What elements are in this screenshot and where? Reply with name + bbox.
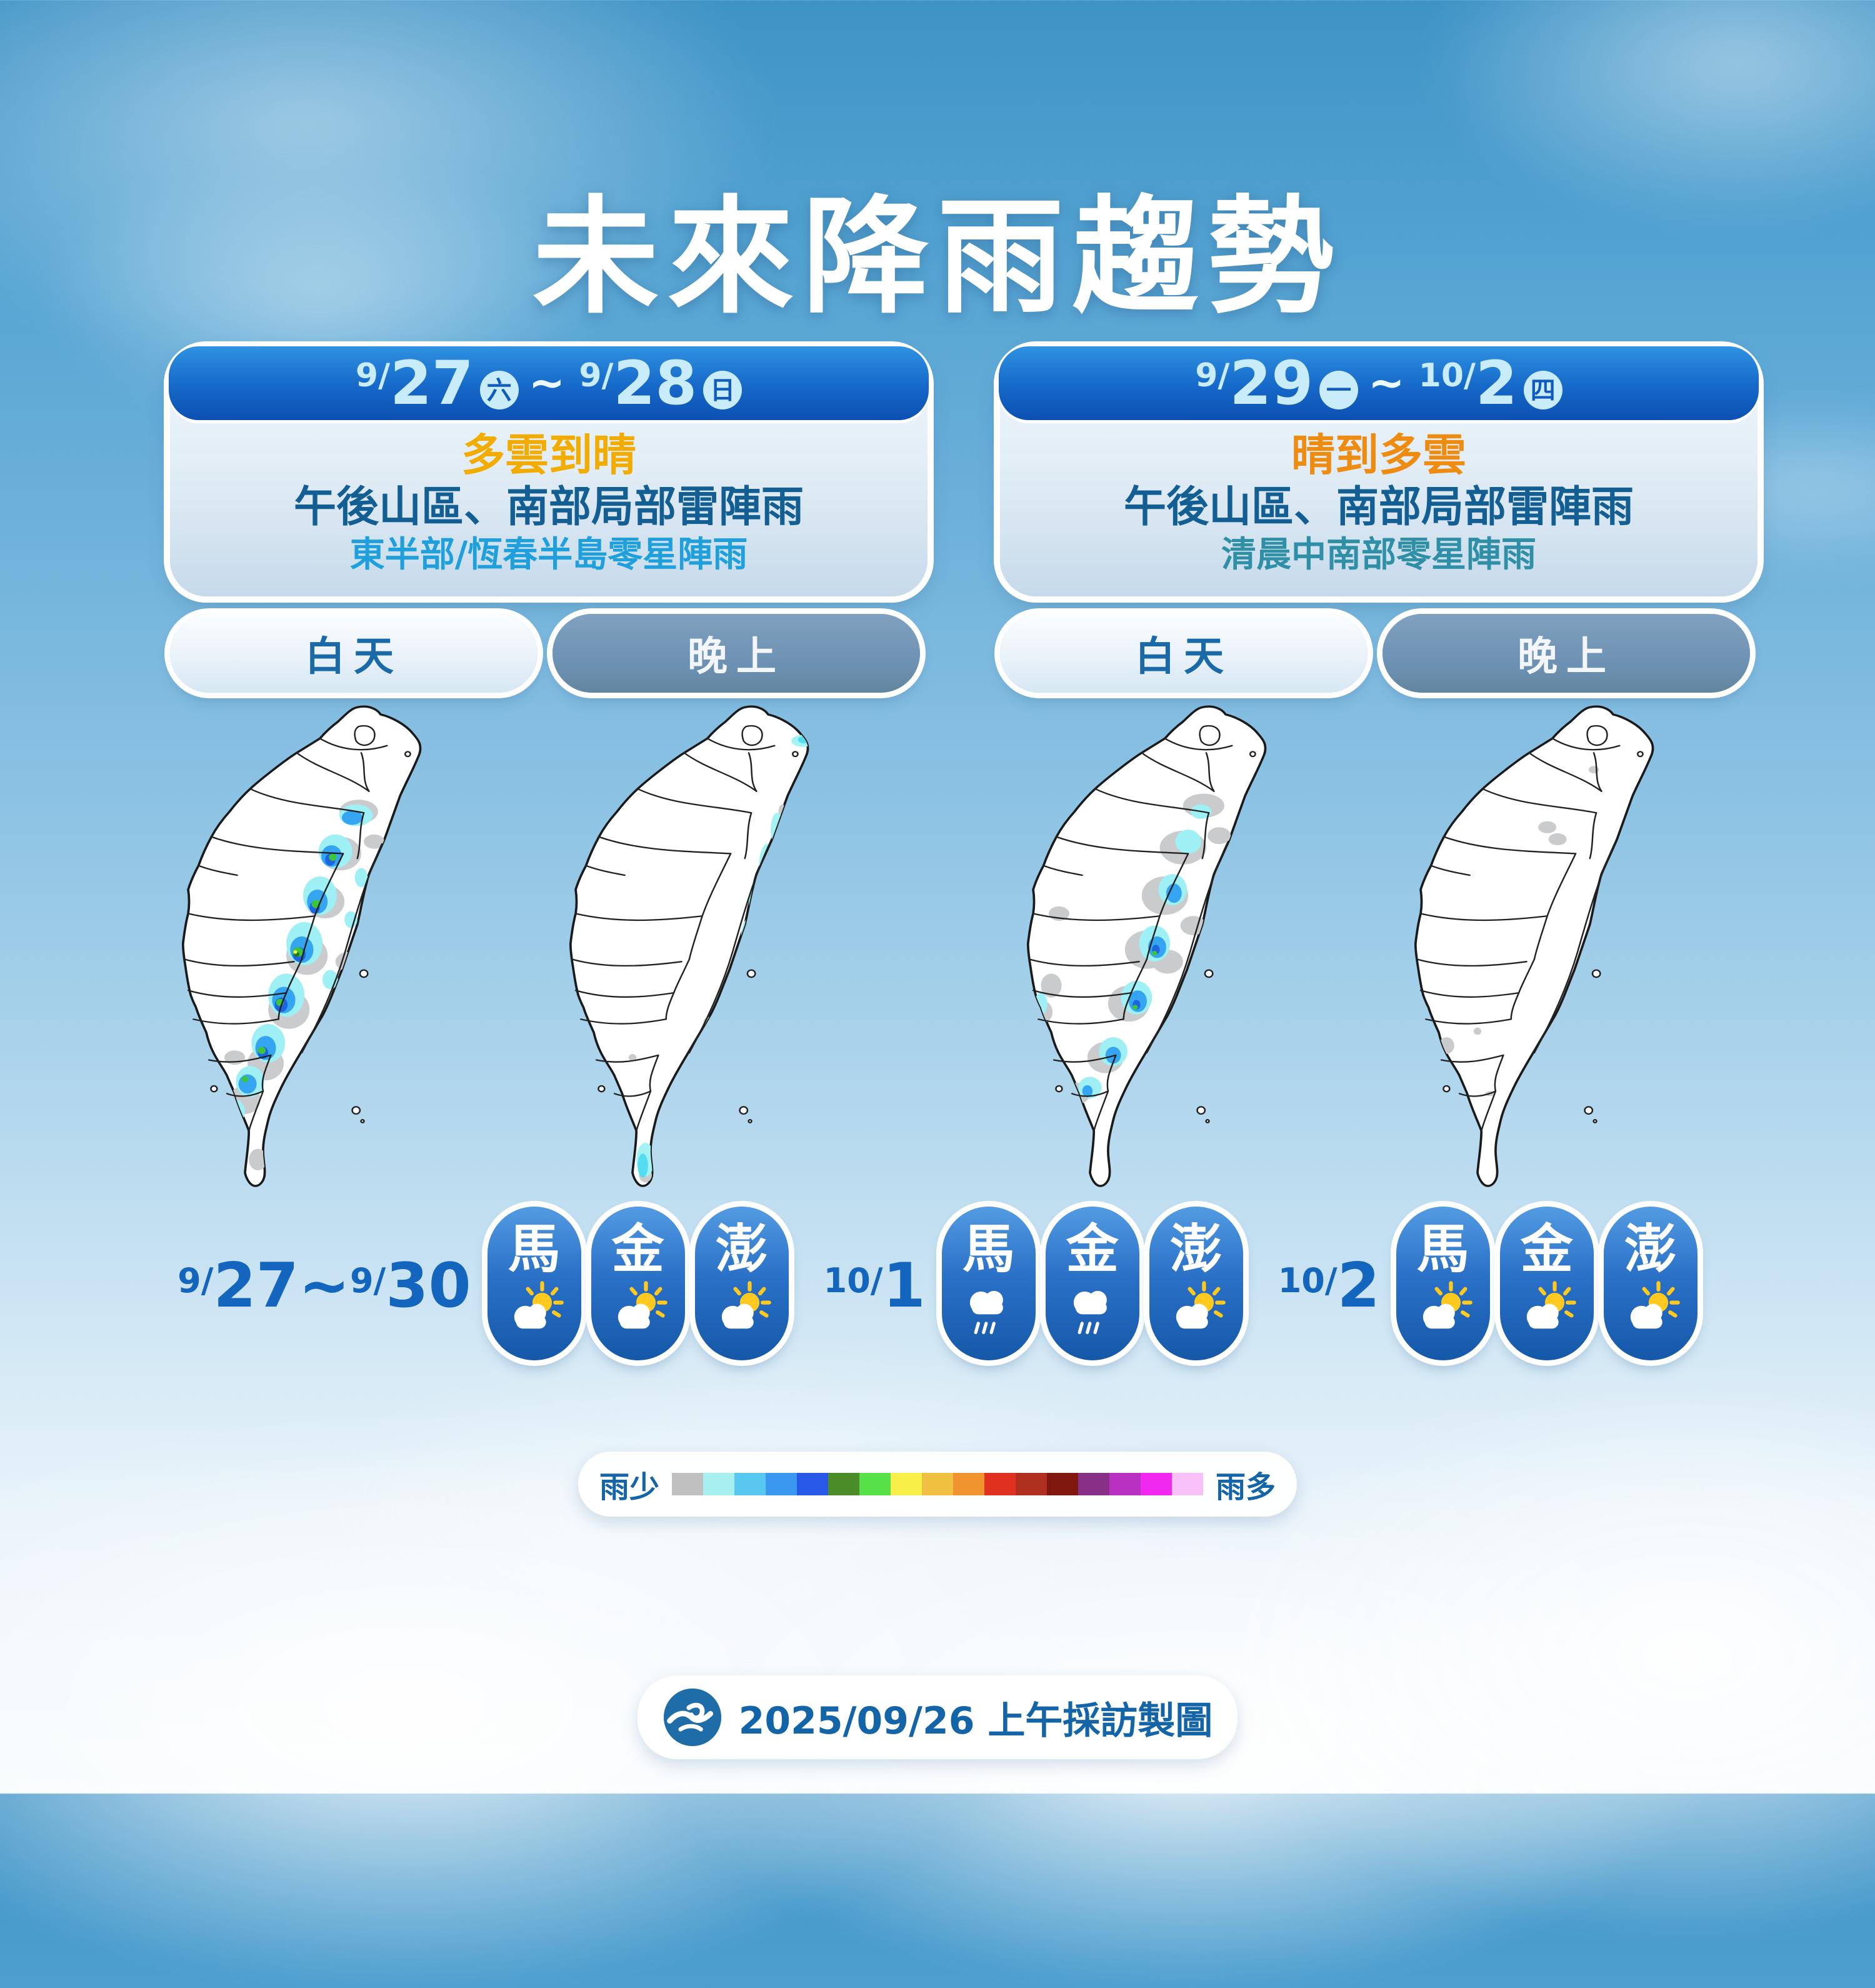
legend-more-label: 雨多 [1216, 1470, 1276, 1505]
islands-date-range-2: 10/1 [823, 1250, 926, 1322]
island-pill-matsu: 馬 [1396, 1207, 1490, 1360]
partly-cloudy-icon [1526, 1281, 1576, 1329]
map-taiwan-weekend-night [569, 705, 809, 1187]
partly-cloudy-icon [1176, 1281, 1226, 1329]
legend-color-bar [672, 1473, 1203, 1495]
island-pill-kinmen: 金 [1045, 1207, 1139, 1360]
island-pill-matsu: 馬 [941, 1207, 1036, 1360]
island-pill-penghu: 澎 [1603, 1207, 1698, 1360]
weather-note: 清晨中南部零星陣雨 [1221, 535, 1536, 576]
island-pill-penghu: 澎 [694, 1207, 789, 1360]
islands-date-range-1: 9/27~ 9/30 [178, 1250, 471, 1322]
weather-note: 東半部/恆春半島零星陣雨 [349, 535, 748, 576]
island-name: 金 [1066, 1218, 1119, 1280]
tab-night-left[interactable]: 晚上 [552, 614, 920, 693]
date-range-text: 9/29 一 ~10/2 四 [1195, 353, 1562, 413]
tab-daytime-right[interactable]: 白天 [1000, 614, 1368, 693]
forecast-panel-weekdays: 9/29 一 ~10/2 四 晴到多雲 午後山區、南部局部雷陣雨 清晨中南部零星陣雨 [999, 346, 1759, 596]
forecast-text-block: 多雲到晴 午後山區、南部局部雷陣雨 東半部/恆春半島零星陣雨 [170, 420, 928, 577]
island-name: 澎 [715, 1218, 768, 1280]
islands-group-2: 馬 金 澎 [941, 1207, 1243, 1360]
partly-cloudy-icon [1422, 1281, 1472, 1329]
partly-cloudy-icon [721, 1281, 771, 1329]
map-taiwan-weekdays-night [1414, 705, 1654, 1187]
islands-group-3: 馬 金 澎 [1396, 1207, 1698, 1360]
tab-daytime-left[interactable]: 白天 [170, 614, 538, 693]
island-name: 澎 [1624, 1218, 1677, 1280]
footer-credit: 2025/09/26 上午採訪製圖 [638, 1675, 1238, 1759]
tab-night-right[interactable]: 晚上 [1382, 614, 1750, 693]
weather-summary: 多雲到晴 [461, 429, 636, 481]
island-pill-penghu: 澎 [1149, 1207, 1243, 1360]
cloud-bank-right [1219, 1375, 1875, 1938]
rainfall-legend: 雨少 雨多 [578, 1452, 1297, 1517]
islands-date-range-3: 10/2 [1278, 1250, 1380, 1322]
island-pill-matsu: 馬 [487, 1207, 581, 1360]
island-name: 馬 [962, 1218, 1015, 1280]
date-range-header: 9/29 一 ~10/2 四 [999, 346, 1759, 420]
partly-cloudy-icon [1630, 1281, 1680, 1329]
forecast-panel-weekend: 9/27 六 ~9/28 日 多雲到晴 午後山區、南部局部雷陣雨 東半部/恆春半島零星… [169, 346, 929, 596]
map-taiwan-weekend-daytime [181, 705, 422, 1187]
island-name: 金 [611, 1218, 664, 1280]
date-range-header: 9/27 六 ~9/28 日 [169, 346, 929, 420]
rain-icon [1073, 1290, 1107, 1335]
footer-date-note: 2025/09/26 上午採訪製圖 [738, 1699, 1213, 1743]
island-name: 馬 [508, 1218, 561, 1280]
cwa-logo-icon [663, 1688, 721, 1747]
island-pill-kinmen: 金 [1499, 1207, 1594, 1360]
island-name: 馬 [1416, 1218, 1469, 1280]
offshore-islands-row: 9/27~ 9/30 馬 金 澎 10/1 馬 金 澎 10/2 [0, 1207, 1875, 1360]
page-title: 未來降雨趨勢 [532, 183, 1342, 331]
map-taiwan-weekdays-daytime [1026, 705, 1267, 1187]
weather-detail: 午後山區、南部局部雷陣雨 [293, 483, 804, 533]
weather-summary: 晴到多雲 [1291, 429, 1466, 481]
date-range-text: 9/27 六 ~9/28 日 [356, 353, 742, 413]
partly-cloudy-icon [514, 1281, 564, 1329]
legend-less-label: 雨少 [599, 1470, 659, 1505]
forecast-text-block: 晴到多雲 午後山區、南部局部雷陣雨 清晨中南部零星陣雨 [1000, 420, 1758, 577]
weather-detail: 午後山區、南部局部雷陣雨 [1123, 483, 1634, 533]
island-name: 金 [1520, 1218, 1573, 1280]
islands-group-1: 馬 金 澎 [487, 1207, 789, 1360]
island-pill-kinmen: 金 [591, 1207, 685, 1360]
island-name: 澎 [1169, 1218, 1222, 1280]
partly-cloudy-icon [618, 1281, 668, 1329]
rain-icon [969, 1290, 1003, 1335]
